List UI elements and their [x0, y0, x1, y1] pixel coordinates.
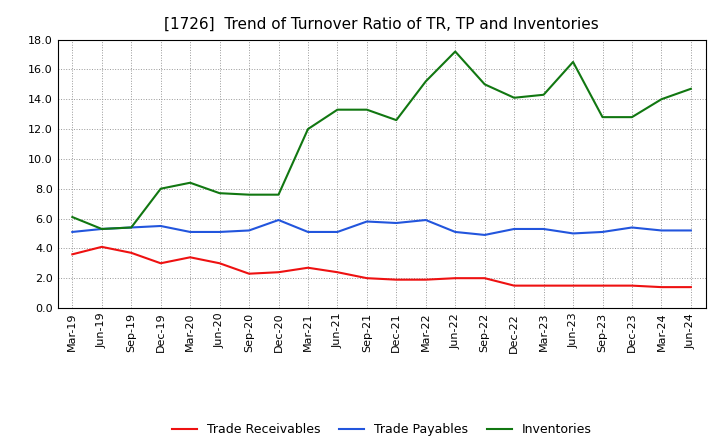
Inventories	[421, 79, 430, 84]
Inventories	[392, 117, 400, 123]
Legend: Trade Receivables, Trade Payables, Inventories: Trade Receivables, Trade Payables, Inven…	[166, 418, 597, 440]
Inventories	[304, 126, 312, 132]
Trade Receivables	[510, 283, 518, 288]
Trade Receivables	[186, 255, 194, 260]
Trade Payables	[156, 224, 165, 229]
Trade Payables	[245, 228, 253, 233]
Trade Receivables	[97, 244, 106, 249]
Line: Inventories: Inventories	[72, 51, 691, 229]
Trade Receivables	[628, 283, 636, 288]
Trade Payables	[510, 226, 518, 231]
Inventories	[539, 92, 548, 97]
Trade Receivables	[657, 285, 666, 290]
Inventories	[598, 114, 607, 120]
Trade Payables	[539, 226, 548, 231]
Inventories	[156, 186, 165, 191]
Trade Receivables	[127, 250, 135, 256]
Trade Receivables	[598, 283, 607, 288]
Trade Payables	[363, 219, 372, 224]
Title: [1726]  Trend of Turnover Ratio of TR, TP and Inventories: [1726] Trend of Turnover Ratio of TR, TP…	[164, 16, 599, 32]
Inventories	[687, 86, 696, 92]
Inventories	[68, 214, 76, 220]
Inventories	[245, 192, 253, 197]
Inventories	[657, 97, 666, 102]
Trade Payables	[274, 217, 283, 223]
Trade Payables	[451, 229, 459, 235]
Trade Receivables	[245, 271, 253, 276]
Trade Payables	[598, 229, 607, 235]
Inventories	[97, 226, 106, 231]
Trade Receivables	[451, 275, 459, 281]
Trade Receivables	[274, 270, 283, 275]
Inventories	[628, 114, 636, 120]
Trade Receivables	[304, 265, 312, 270]
Trade Payables	[333, 229, 342, 235]
Trade Payables	[68, 229, 76, 235]
Trade Payables	[97, 226, 106, 231]
Inventories	[569, 59, 577, 65]
Trade Receivables	[333, 270, 342, 275]
Trade Receivables	[480, 275, 489, 281]
Trade Receivables	[215, 260, 224, 266]
Inventories	[127, 225, 135, 230]
Trade Payables	[215, 229, 224, 235]
Inventories	[510, 95, 518, 100]
Trade Receivables	[363, 275, 372, 281]
Inventories	[186, 180, 194, 185]
Trade Payables	[657, 228, 666, 233]
Inventories	[363, 107, 372, 112]
Inventories	[274, 192, 283, 197]
Trade Receivables	[687, 285, 696, 290]
Trade Receivables	[392, 277, 400, 282]
Trade Payables	[186, 229, 194, 235]
Trade Payables	[569, 231, 577, 236]
Line: Trade Payables: Trade Payables	[72, 220, 691, 235]
Trade Receivables	[156, 260, 165, 266]
Trade Receivables	[569, 283, 577, 288]
Trade Payables	[392, 220, 400, 226]
Trade Payables	[480, 232, 489, 238]
Trade Receivables	[539, 283, 548, 288]
Trade Payables	[628, 225, 636, 230]
Inventories	[333, 107, 342, 112]
Trade Payables	[304, 229, 312, 235]
Line: Trade Receivables: Trade Receivables	[72, 247, 691, 287]
Inventories	[480, 82, 489, 87]
Trade Receivables	[421, 277, 430, 282]
Trade Payables	[127, 225, 135, 230]
Trade Payables	[421, 217, 430, 223]
Inventories	[451, 49, 459, 54]
Trade Receivables	[68, 252, 76, 257]
Inventories	[215, 191, 224, 196]
Trade Payables	[687, 228, 696, 233]
